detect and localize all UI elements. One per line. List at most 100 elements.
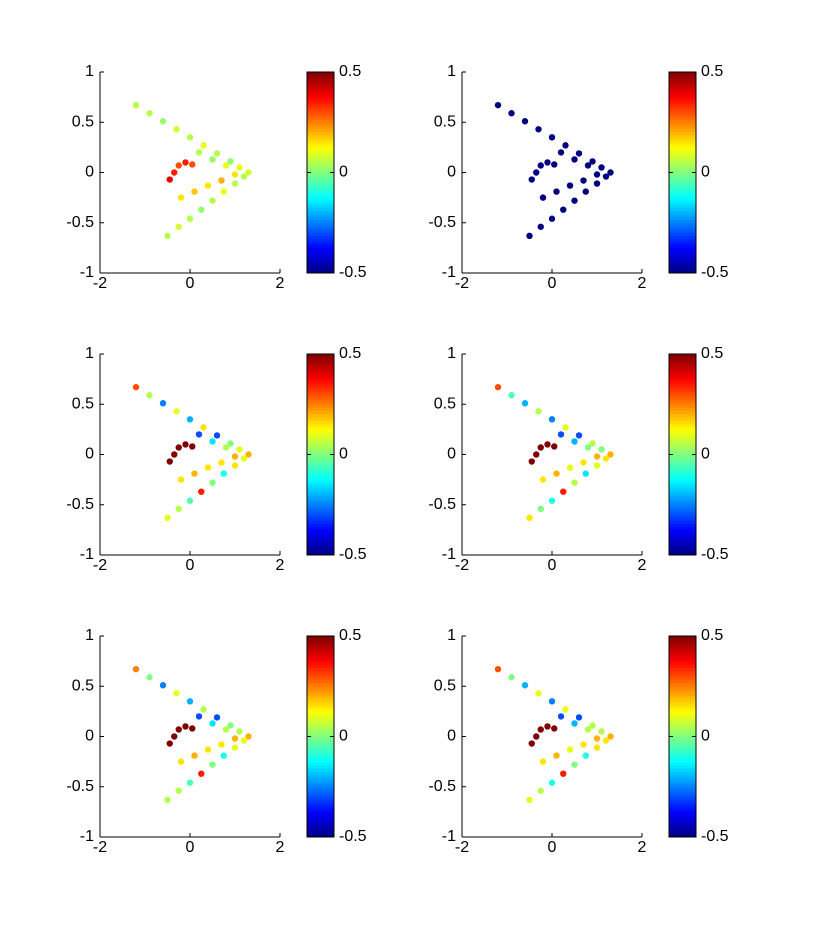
point xyxy=(240,737,248,744)
colorbar-cell xyxy=(669,498,696,503)
x-tick-label: 2 xyxy=(276,839,285,856)
point xyxy=(553,752,560,759)
colorbar-cell xyxy=(307,636,334,640)
y-tick-label: -1 xyxy=(442,828,456,845)
point xyxy=(571,720,578,727)
point xyxy=(571,156,578,163)
colorbar-cell xyxy=(669,97,696,101)
y-tick-label: -1 xyxy=(442,264,456,281)
point xyxy=(598,446,605,453)
point xyxy=(562,706,569,713)
colorbar-cell xyxy=(307,742,334,747)
point xyxy=(166,176,173,183)
colorbar-cell xyxy=(307,548,334,553)
point xyxy=(537,444,544,451)
y-tick-label: -0.5 xyxy=(66,778,94,795)
colorbar-cell xyxy=(669,808,696,813)
point xyxy=(521,400,529,407)
colorbar-cell xyxy=(307,651,334,656)
colorbar-tick-label: -0.5 xyxy=(701,264,729,281)
colorbar-cell xyxy=(307,72,334,76)
colorbar-cell xyxy=(669,263,696,268)
colorbar-cell xyxy=(307,260,334,265)
colorbar-cell xyxy=(669,670,696,675)
x-tick-label: 0 xyxy=(548,275,557,292)
colorbar-cell xyxy=(307,144,334,148)
colorbar-cell xyxy=(669,407,696,412)
colorbar-cell xyxy=(669,229,696,233)
point xyxy=(132,665,140,673)
point xyxy=(544,723,551,730)
colorbar-cell xyxy=(307,670,334,675)
colorbar-cell xyxy=(669,225,696,230)
colorbar-cell xyxy=(669,821,696,825)
colorbar-cell xyxy=(669,799,696,803)
colorbar-cell xyxy=(307,435,334,440)
colorbar-cell xyxy=(307,511,334,515)
colorbar-tick-label: -0.5 xyxy=(339,828,367,845)
colorbar-cell xyxy=(307,241,334,246)
point xyxy=(189,443,196,450)
point xyxy=(171,169,178,176)
colorbar-cell xyxy=(669,507,696,512)
colorbar-cell xyxy=(307,366,334,371)
colorbar-cell xyxy=(669,676,696,681)
colorbar-cell xyxy=(669,539,696,543)
colorbar-cell xyxy=(669,169,696,173)
point xyxy=(177,758,185,765)
colorbar-cell xyxy=(307,257,334,261)
colorbar-cell xyxy=(669,742,696,747)
colorbar-cell xyxy=(669,185,696,189)
point xyxy=(602,455,610,462)
y-tick-label: -0.5 xyxy=(66,214,94,231)
colorbar-cell xyxy=(669,166,696,170)
x-tick-label: 0 xyxy=(548,839,557,856)
point xyxy=(575,150,583,157)
colorbar-tick-label: 0.5 xyxy=(339,345,361,362)
colorbar-cell xyxy=(307,793,334,797)
y-tick-label: 0 xyxy=(447,446,456,463)
colorbar-cell xyxy=(307,125,334,130)
colorbar-cell xyxy=(307,172,334,177)
point xyxy=(146,674,153,681)
point xyxy=(220,752,227,759)
colorbar-cell xyxy=(307,119,334,123)
colorbar-tick-label: 0.5 xyxy=(339,627,361,644)
colorbar-cell xyxy=(307,354,334,358)
point xyxy=(589,440,596,447)
colorbar-cell xyxy=(307,103,334,108)
colorbar-tick-label: -0.5 xyxy=(701,546,729,563)
point xyxy=(175,162,182,169)
colorbar-cell xyxy=(307,357,334,361)
colorbar-cell xyxy=(307,479,334,484)
y-tick-label: 0.5 xyxy=(434,677,456,694)
point xyxy=(186,134,194,141)
x-tick-label: 2 xyxy=(276,275,285,292)
colorbar-cell xyxy=(307,134,334,139)
point xyxy=(171,733,178,740)
colorbar-cell xyxy=(307,830,334,835)
point xyxy=(551,443,558,450)
y-tick-label: 0 xyxy=(447,728,456,745)
y-tick-label: 1 xyxy=(85,345,94,362)
colorbar-cell xyxy=(669,416,696,421)
colorbar-cell xyxy=(307,100,334,104)
colorbar-cell xyxy=(307,84,334,89)
colorbar-cell xyxy=(307,811,334,816)
point xyxy=(173,690,180,697)
colorbar-cell xyxy=(669,357,696,361)
y-tick-label: 1 xyxy=(447,63,456,80)
point xyxy=(245,451,252,458)
colorbar-cell xyxy=(307,391,334,396)
point xyxy=(598,164,605,171)
colorbar-cell xyxy=(307,153,334,158)
point xyxy=(557,149,565,156)
colorbar-cell xyxy=(669,210,696,214)
point xyxy=(209,479,216,486)
colorbar-cell xyxy=(669,824,696,829)
colorbar-cell xyxy=(669,664,696,668)
colorbar-cell xyxy=(307,451,334,455)
point xyxy=(182,441,189,448)
colorbar-cell xyxy=(307,723,334,728)
colorbar-cell xyxy=(307,821,334,825)
